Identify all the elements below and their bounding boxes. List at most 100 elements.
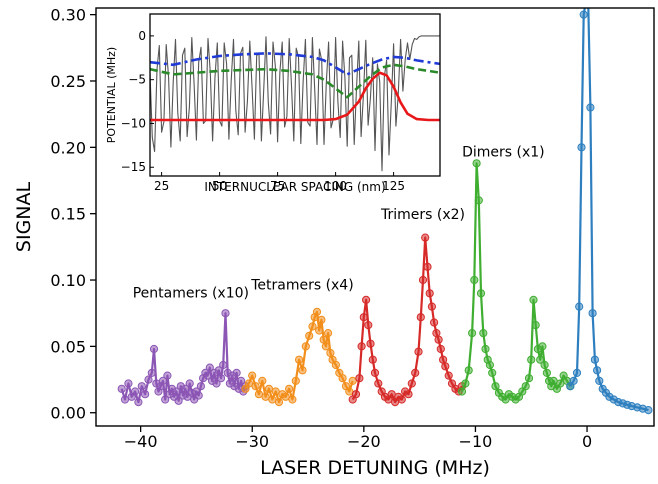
y-tick-label: 0.15 — [50, 205, 86, 224]
data-point — [324, 329, 333, 338]
inset-series-line-3 — [150, 71, 440, 122]
data-point — [430, 318, 439, 327]
data-point — [485, 360, 494, 370]
data-point — [418, 275, 428, 285]
inset-series-line-1 — [150, 52, 440, 76]
inset-x-tick-label: 125 — [382, 179, 405, 193]
data-point — [524, 374, 534, 383]
data-point — [149, 344, 159, 354]
data-point — [575, 302, 584, 311]
data-point — [491, 382, 500, 391]
data-point — [569, 376, 578, 385]
data-point — [258, 376, 267, 385]
annotation-label: Tetramers (x4) — [250, 277, 353, 293]
inset-x-ticks: 25 50 75 100 125 — [154, 172, 405, 193]
data-point — [441, 362, 450, 371]
data-point — [137, 382, 146, 391]
inset-plot: 25 50 75 100 125 0 −5 −10 −15 INTERNUCLEAR SPAC… — [105, 13, 441, 194]
data-point — [312, 307, 322, 316]
x-tick-label: −30 — [235, 432, 269, 451]
data-point — [338, 374, 347, 383]
data-point — [251, 382, 260, 391]
data-point — [120, 395, 130, 404]
inset-plot-frame — [149, 13, 441, 177]
data-point — [364, 321, 373, 330]
data-point — [291, 376, 300, 385]
data-point — [117, 384, 126, 393]
data-point — [579, 10, 588, 19]
data-point — [582, 0, 589, 5]
data-point — [593, 366, 602, 375]
data-point — [366, 339, 375, 348]
annotation-label: Dimers (x1) — [462, 145, 545, 161]
data-point — [370, 368, 380, 377]
data-point — [531, 321, 540, 330]
data-point — [205, 363, 214, 372]
main-series-line-4 — [569, 8, 649, 412]
data-point — [345, 387, 354, 396]
data-point — [481, 344, 490, 354]
data-point — [457, 387, 467, 396]
data-point — [549, 376, 558, 385]
data-point — [264, 384, 274, 393]
data-point — [585, 0, 592, 5]
data-point — [590, 355, 600, 364]
data-point — [326, 348, 335, 358]
data-point — [434, 335, 443, 344]
data-point — [216, 374, 226, 383]
data-point — [529, 295, 538, 304]
inset-x-tick-label: 75 — [270, 179, 285, 193]
data-point — [464, 366, 473, 375]
data-point — [254, 390, 263, 399]
data-point — [248, 371, 257, 380]
data-point — [232, 368, 241, 377]
data-point — [194, 391, 203, 400]
data-point — [295, 355, 304, 364]
main-plot: −40 −30 −20 −10 0 0.000.050.100.150.200.250.… — [13, 0, 655, 479]
data-point — [351, 390, 361, 399]
data-point — [288, 395, 297, 404]
data-point — [368, 355, 377, 364]
data-point — [321, 342, 330, 351]
y-tick-label: 0.20 — [50, 138, 86, 157]
main-series-group — [117, 0, 653, 415]
main-plot-frame — [95, 7, 655, 427]
data-point — [221, 309, 230, 318]
data-point — [124, 379, 133, 388]
data-point — [214, 366, 223, 375]
data-point — [308, 322, 317, 331]
x-tick-label: −10 — [459, 432, 493, 451]
data-point — [536, 355, 545, 364]
inset-y-ticks: 0 −5 −10 −15 — [121, 29, 154, 174]
data-point — [387, 390, 396, 399]
inset-series-line-0 — [150, 35, 440, 172]
data-point — [479, 329, 488, 338]
data-point — [427, 302, 436, 311]
data-point — [203, 371, 212, 380]
data-point — [319, 335, 328, 344]
inset-x-tick-label: 50 — [212, 179, 227, 193]
data-point — [244, 379, 253, 388]
data-point — [468, 329, 477, 338]
main-series-line-2 — [351, 236, 463, 404]
data-point — [556, 379, 565, 388]
data-point — [315, 326, 324, 335]
data-point — [305, 331, 314, 340]
data-point — [421, 233, 430, 242]
data-point — [355, 374, 364, 383]
data-point — [317, 315, 326, 324]
data-point — [212, 379, 221, 388]
data-point — [444, 371, 453, 380]
x-tick-label: −20 — [347, 432, 381, 451]
data-point — [285, 384, 294, 393]
data-point — [411, 368, 420, 377]
y-tick-label: 0.05 — [50, 337, 86, 356]
data-point — [527, 355, 536, 364]
main-x-ticks: −40 −30 −20 −10 0 — [124, 426, 592, 451]
inset-series-group — [150, 35, 440, 172]
data-point — [298, 366, 307, 375]
main-annotations: Pentamers (x10) Tetramers (x4) Trimers (x2… — [133, 145, 545, 302]
x-tick-label: −40 — [124, 432, 158, 451]
data-point — [274, 398, 284, 407]
